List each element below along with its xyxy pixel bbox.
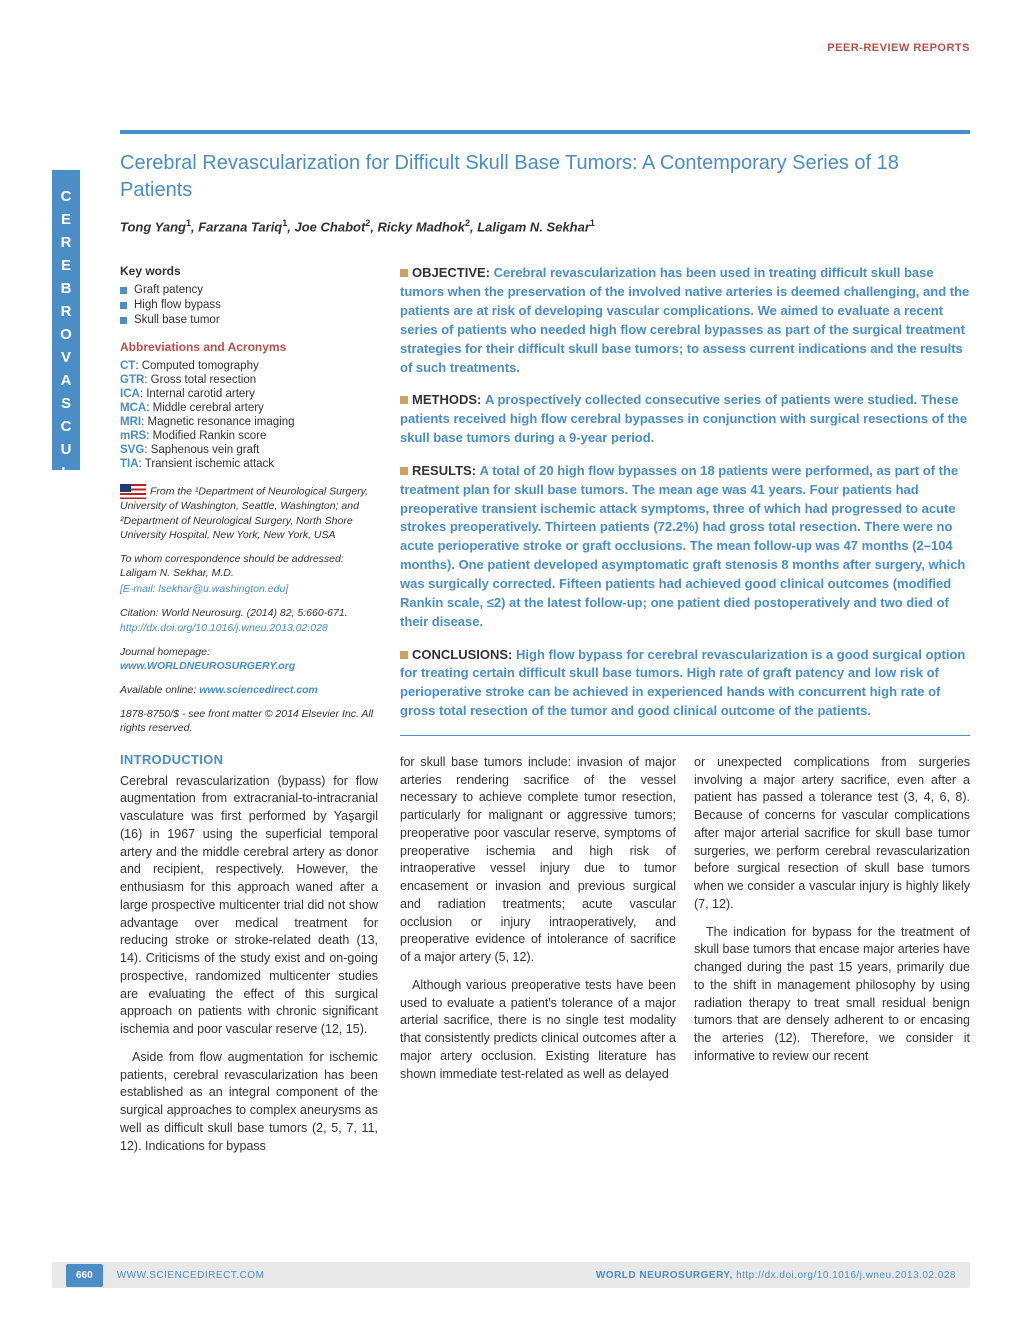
abstract-block: OBJECTIVE: Cerebral revascularization ha… <box>400 264 970 736</box>
abbr-key: ICA <box>120 388 140 400</box>
intro-body: Cerebral revascularization (bypass) for … <box>120 773 378 1156</box>
left-metadata-column: Key words Graft patency High flow bypass S… <box>120 264 378 1165</box>
body-col-2: or unexpected complications from surgeri… <box>694 754 970 1094</box>
correspondence: To whom correspondence should be address… <box>120 552 378 580</box>
affiliation-block: From the ¹Department of Neurological Sur… <box>120 484 378 542</box>
available-label: Available online: <box>120 684 199 696</box>
col-a-p2: Although various preoperative tests have… <box>400 977 676 1084</box>
col-b-p2: The indication for bypass for the treatm… <box>694 924 970 1066</box>
available-url[interactable]: www.sciencedirect.com <box>199 684 318 696</box>
bullet-icon <box>120 302 127 309</box>
abbr-key: mRS <box>120 430 146 442</box>
affiliation-text: From the ¹Department of Neurological Sur… <box>120 486 368 541</box>
footer-doi[interactable]: http://dx.doi.org/10.1016/j.wneu.2013.02… <box>736 1270 956 1281</box>
intro-p2: Aside from flow augmentation for ischemi… <box>120 1049 378 1156</box>
abstract-objective: OBJECTIVE: Cerebral revascularization ha… <box>400 264 970 377</box>
footer-left-link[interactable]: WWW.SCIENCEDIRECT.COM <box>117 1270 265 1281</box>
abbr-key: GTR <box>120 374 144 386</box>
abbreviation-line: MRI: Magnetic resonance imaging <box>120 416 378 428</box>
abbr-value: Modified Rankin score <box>153 430 267 442</box>
abbr-value: Magnetic resonance imaging <box>147 416 294 428</box>
abbreviation-line: CT: Computed tomography <box>120 360 378 372</box>
abstract-methods: METHODS: A prospectively collected conse… <box>400 391 970 448</box>
bullet-icon <box>400 467 408 475</box>
abbreviations-heading: Abbreviations and Acronyms <box>120 340 378 354</box>
abbreviation-line: MCA: Middle cerebral artery <box>120 402 378 414</box>
bullet-icon <box>400 396 408 404</box>
body-col-1: for skull base tumors include: invasion … <box>400 754 676 1094</box>
doi-link[interactable]: http://dx.doi.org/10.1016/j.wneu.2013.02… <box>120 622 328 634</box>
page-footer: 660 WWW.SCIENCEDIRECT.COM WORLD NEUROSUR… <box>52 1262 970 1288</box>
bullet-icon <box>400 651 408 659</box>
page-number: 660 <box>66 1264 103 1287</box>
top-divider <box>120 130 970 134</box>
abbr-key: MCA <box>120 402 146 414</box>
abbr-value: Internal carotid artery <box>146 388 255 400</box>
footer-right: WORLD NEUROSURGERY, http://dx.doi.org/10… <box>596 1270 956 1281</box>
journal-home-label: Journal homepage: <box>120 646 210 658</box>
header-category: PEER-REVIEW REPORTS <box>827 42 970 54</box>
abbr-value: Middle cerebral artery <box>153 402 264 414</box>
abbreviation-line: TIA: Transient ischemic attack <box>120 458 378 470</box>
results-text: A total of 20 high flow bypasses on 18 p… <box>400 463 965 629</box>
introduction-heading: INTRODUCTION <box>120 752 378 767</box>
objective-label: OBJECTIVE: <box>412 265 490 280</box>
abbreviation-line: SVG: Saphenous vein graft <box>120 444 378 456</box>
col-b-p1: or unexpected complications from surgeri… <box>694 754 970 914</box>
abbr-key: TIA <box>120 458 139 470</box>
authors-line: Tong Yang1, Farzana Tariq1, Joe Chabot2,… <box>120 218 970 234</box>
abbr-key: CT <box>120 360 135 372</box>
journal-url[interactable]: www.WORLDNEUROSURGERY.org <box>120 660 295 672</box>
footer-journal: WORLD NEUROSURGERY, <box>596 1270 736 1281</box>
conclusions-label: CONCLUSIONS: <box>412 647 512 662</box>
right-column: OBJECTIVE: Cerebral revascularization ha… <box>400 264 970 1165</box>
abbreviation-line: ICA: Internal carotid artery <box>120 388 378 400</box>
abbr-key: MRI <box>120 416 141 428</box>
bullet-icon <box>120 317 127 324</box>
keywords-heading: Key words <box>120 264 378 278</box>
keyword-item: Skull base tumor <box>120 314 378 326</box>
abstract-divider <box>400 735 970 736</box>
keyword-text: High flow bypass <box>134 299 221 311</box>
abbr-value: Computed tomography <box>142 360 259 372</box>
article-title: Cerebral Revascularization for Difficult… <box>120 150 970 204</box>
citation-line: Citation: World Neurosurg. (2014) 82, 5:… <box>120 606 378 620</box>
bullet-icon <box>120 287 127 294</box>
keyword-text: Skull base tumor <box>134 314 220 326</box>
methods-label: METHODS: <box>412 392 481 407</box>
copyright-line: 1878-8750/$ - see front matter © 2014 El… <box>120 707 378 735</box>
sidebar-category-tab: CEREBROVASCULAR <box>52 170 80 470</box>
keyword-item: Graft patency <box>120 284 378 296</box>
abstract-results: RESULTS: A total of 20 high flow bypasse… <box>400 462 970 632</box>
abbreviation-line: GTR: Gross total resection <box>120 374 378 386</box>
body-columns: for skull base tumors include: invasion … <box>400 754 970 1094</box>
flag-icon <box>120 484 146 499</box>
abbr-key: SVG <box>120 444 144 456</box>
keyword-item: High flow bypass <box>120 299 378 311</box>
methods-text: A prospectively collected consecutive se… <box>400 392 967 445</box>
abstract-conclusions: CONCLUSIONS: High flow bypass for cerebr… <box>400 646 970 721</box>
objective-text: Cerebral revascularization has been used… <box>400 265 969 374</box>
abbr-value: Saphenous vein graft <box>151 444 260 456</box>
keyword-text: Graft patency <box>134 284 203 296</box>
abbr-value: Gross total resection <box>151 374 256 386</box>
main-content: Cerebral Revascularization for Difficult… <box>120 150 970 1165</box>
email-link[interactable]: [E-mail: lsekhar@u.washington.edu] <box>120 583 288 595</box>
bullet-icon <box>400 269 408 277</box>
results-label: RESULTS: <box>412 463 476 478</box>
abbreviation-line: mRS: Modified Rankin score <box>120 430 378 442</box>
intro-p1: Cerebral revascularization (bypass) for … <box>120 773 378 1039</box>
abbr-value: Transient ischemic attack <box>145 458 274 470</box>
col-a-p1: for skull base tumors include: invasion … <box>400 754 676 967</box>
